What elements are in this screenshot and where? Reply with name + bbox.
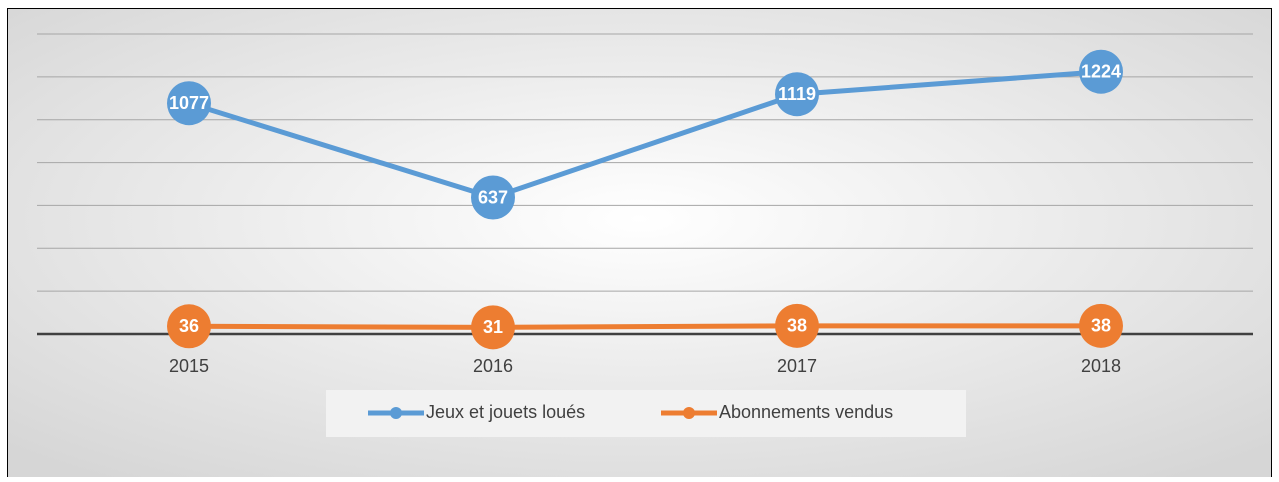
data-point xyxy=(471,175,515,220)
data-label: 1077 xyxy=(169,93,209,113)
data-label: 1224 xyxy=(1081,61,1121,81)
x-tick-label: 2015 xyxy=(169,356,209,376)
data-label: 38 xyxy=(1091,316,1111,336)
data-point xyxy=(1079,49,1123,94)
data-point xyxy=(167,81,211,126)
data-point xyxy=(167,304,211,349)
data-point xyxy=(471,305,515,350)
legend-swatch-marker xyxy=(683,407,695,419)
data-label: 637 xyxy=(478,187,508,207)
legend-box xyxy=(326,390,966,437)
x-tick-label: 2018 xyxy=(1081,356,1121,376)
data-point xyxy=(775,72,819,117)
data-point xyxy=(1079,303,1123,348)
series-line xyxy=(188,323,1101,330)
legend-swatch-marker xyxy=(390,407,402,419)
data-label: 38 xyxy=(787,316,807,336)
x-tick-label: 2017 xyxy=(777,356,817,376)
data-label: 1119 xyxy=(778,84,816,104)
legend-label: Abonnements vendus xyxy=(719,402,893,422)
data-label: 36 xyxy=(179,316,199,336)
legend-label: Jeux et jouets loués xyxy=(426,402,585,422)
x-tick-label: 2016 xyxy=(473,356,513,376)
chart-frame xyxy=(7,8,1272,477)
data-label: 31 xyxy=(483,317,503,337)
data-point xyxy=(775,303,819,348)
series-line xyxy=(188,69,1102,200)
